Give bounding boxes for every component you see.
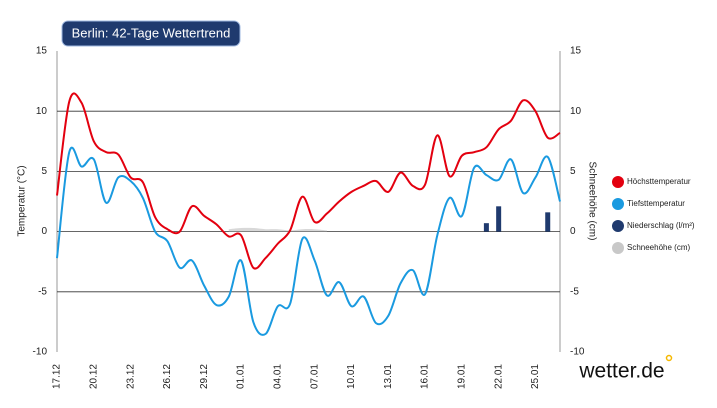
x-tick-label: 25.01 [530,364,541,389]
y-axis-label: Temperatur (°C) [17,165,28,236]
y2-tick-label: 15 [570,46,582,57]
precip-bar [483,223,489,232]
x-tick-label: 17.12 [52,364,63,389]
title-badge [61,20,241,47]
y-tick-label: -10 [33,347,48,358]
y2-tick-label: 10 [570,106,582,117]
legend-label: Höchsttemperatur [627,177,691,186]
x-tick-label: 01.01 [236,364,247,389]
y2-tick-label: -10 [570,347,585,358]
x-tick-label: 23.12 [125,364,136,389]
y2-tick-label: -5 [570,286,579,297]
x-tick-label: 22.01 [493,364,504,389]
temp-line [56,92,561,270]
x-tick-label: 20.12 [88,364,99,389]
legend-marker [612,220,624,232]
logo-dot [665,354,673,362]
precip-bar [496,206,502,232]
legend-label: Schneehöhe (cm) [627,243,690,252]
snow-area [228,227,327,232]
brand-logo: wetter.de [578,360,664,383]
temp-line [56,146,561,336]
chart-title: Berlin: 42-Tage Wettertrend [72,25,231,40]
x-tick-label: 16.01 [420,364,431,389]
legend-label: Niederschlag (l/m²) [627,221,695,230]
x-tick-label: 26.12 [162,364,173,389]
y-tick-label: 10 [36,106,48,117]
y-tick-label: 5 [41,166,47,177]
legend-label: Tiefsttemperatur [627,199,685,208]
legend-marker [612,198,624,210]
y-tick-label: -5 [38,286,47,297]
y2-axis-label: Schneehöhe (cm) [586,162,597,241]
y-tick-label: 15 [36,46,48,57]
x-tick-label: 04.01 [272,364,283,389]
y2-tick-label: 5 [570,166,576,177]
legend-marker [612,176,624,188]
x-tick-label: 19.01 [456,364,467,389]
x-tick-label: 13.01 [383,364,394,389]
x-tick-label: 07.01 [309,364,320,389]
x-tick-label: 29.12 [199,364,210,389]
x-tick-label: 10.01 [346,364,357,389]
legend-marker [612,242,624,254]
y2-tick-label: 0 [570,226,576,237]
y-tick-label: 0 [41,226,47,237]
precip-bar [545,212,551,232]
